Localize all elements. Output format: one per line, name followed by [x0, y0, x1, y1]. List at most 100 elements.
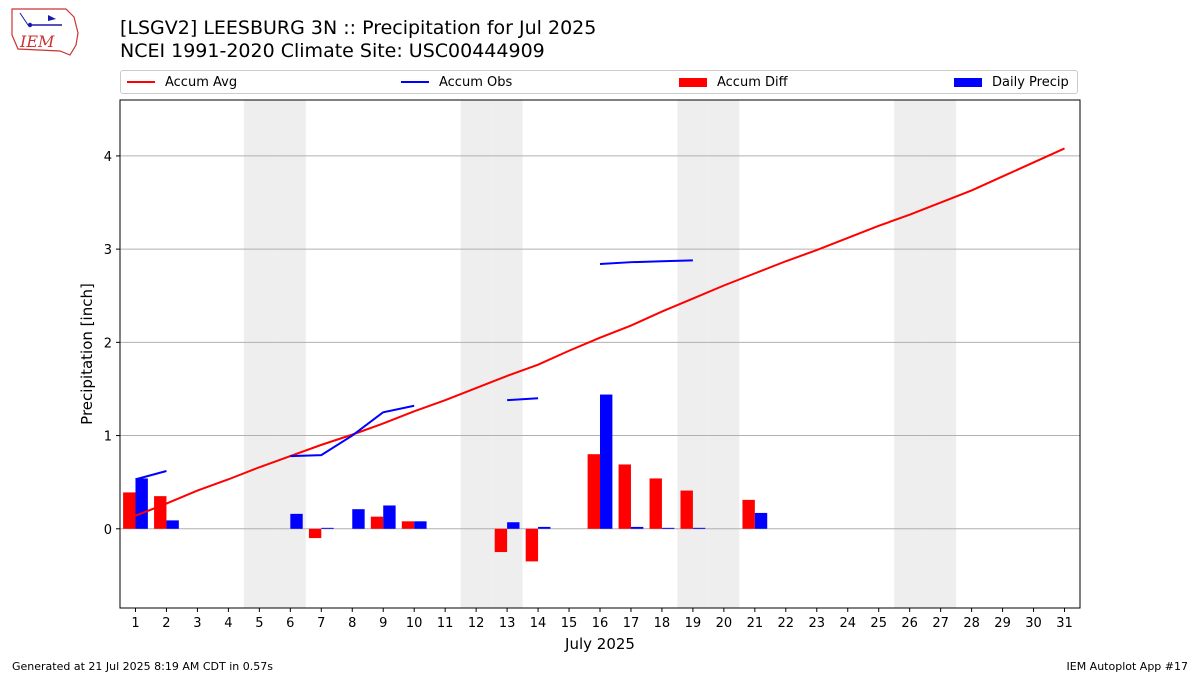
legend-swatch-daily-precip	[954, 77, 982, 87]
daily-precip-bar	[383, 505, 396, 529]
x-tick-label: 19	[685, 616, 702, 631]
daily-precip-bar	[692, 527, 706, 529]
weekend-shading	[243, 100, 957, 608]
accum-diff-bar	[742, 499, 755, 529]
y-tick-label: 0	[104, 523, 112, 538]
x-tick-label: 14	[530, 616, 547, 631]
legend-item-accum-avg: Accum Avg	[127, 71, 237, 93]
accum-obs-line	[599, 259, 693, 266]
x-tick-label: 16	[592, 616, 609, 631]
daily-precip-bar	[754, 512, 768, 529]
daily-precip-bar	[414, 521, 427, 529]
iowa-outline-icon	[11, 8, 79, 56]
y-tick-label: 2	[104, 336, 112, 351]
daily-precip-bar	[538, 526, 551, 529]
x-tick-label: 28	[963, 616, 980, 631]
accum-diff-bar	[680, 490, 693, 529]
legend-label-daily-precip: Daily Precip	[992, 74, 1069, 90]
accum-diff-bar	[370, 516, 384, 529]
accum-diff-bar	[308, 528, 322, 539]
weekend-band	[274, 100, 306, 608]
daily-precip-bar	[321, 527, 334, 529]
legend: Accum Avg Accum Obs Accum Diff Daily Pre…	[120, 70, 1078, 94]
daily-precip-bar	[135, 478, 148, 529]
x-tick-label: 25	[870, 616, 887, 631]
accum-diff-bar	[401, 521, 415, 529]
x-tick-label: 29	[994, 616, 1011, 631]
x-tick-label: 5	[255, 616, 263, 631]
footer-generated: Generated at 21 Jul 2025 8:19 AM CDT in …	[12, 660, 273, 673]
lines	[135, 147, 1065, 517]
weekend-band	[894, 100, 926, 608]
x-tick-label: 3	[193, 616, 201, 631]
daily-precip-bar	[290, 513, 303, 529]
x-tick-label: 2	[162, 616, 170, 631]
legend-swatch-accum-avg	[127, 81, 155, 83]
x-tick-label: 18	[654, 616, 671, 631]
legend-swatch-accum-obs	[401, 81, 429, 83]
x-tick-label: 11	[437, 616, 454, 631]
x-tick-label: 17	[623, 616, 640, 631]
weekend-band	[677, 100, 709, 608]
x-tick-label: 4	[224, 616, 232, 631]
accum-obs-line	[507, 397, 539, 402]
weekend-band	[708, 100, 740, 608]
bars	[123, 394, 768, 562]
footer-app: IEM Autoplot App #17	[1066, 660, 1189, 673]
legend-label-accum-obs: Accum Obs	[439, 74, 513, 90]
x-tick-label: 8	[348, 616, 356, 631]
x-tick-label: 26	[901, 616, 918, 631]
chart-subtitle: NCEI 1991-2020 Climate Site: USC00444909	[120, 40, 545, 62]
x-tick-label: 31	[1056, 616, 1073, 631]
x-tick-label: 30	[1025, 616, 1042, 631]
legend-item-accum-diff: Accum Diff	[679, 71, 788, 93]
daily-precip-bar	[600, 394, 613, 529]
x-tick-label: 7	[317, 616, 325, 631]
y-tick-label: 1	[104, 430, 112, 445]
x-tick-label: 13	[499, 616, 516, 631]
accum-obs-line	[290, 404, 415, 458]
chart-title: [LSGV2] LEESBURG 3N :: Precipitation for…	[120, 17, 597, 39]
weekend-band	[243, 100, 275, 608]
accum-diff-bar	[649, 478, 662, 529]
x-tick-label: 21	[747, 616, 764, 631]
y-tick-label: 3	[104, 243, 112, 258]
daily-precip-bar	[661, 527, 675, 529]
accum-diff-bar	[154, 496, 167, 529]
y-tick-label: 4	[104, 150, 112, 165]
logo-text: IEM	[19, 32, 55, 51]
daily-precip-bar	[352, 509, 365, 529]
x-tick-label: 24	[839, 616, 856, 631]
x-tick-label: 15	[561, 616, 578, 631]
accum-diff-bar	[618, 464, 631, 529]
weekend-band	[925, 100, 957, 608]
legend-label-accum-diff: Accum Diff	[717, 74, 788, 90]
y-axis-ticks: 0 1 2 3 4	[104, 150, 120, 538]
x-tick-label: 9	[379, 616, 387, 631]
x-tick-label: 6	[286, 616, 294, 631]
accum-diff-bar	[587, 454, 600, 529]
x-tick-label: 10	[406, 616, 423, 631]
daily-precip-bar	[630, 526, 644, 529]
x-tick-label: 12	[468, 616, 485, 631]
daily-precip-bar	[166, 520, 179, 529]
x-tick-label: 27	[932, 616, 949, 631]
iem-logo: IEM	[11, 8, 79, 56]
daily-precip-bar	[507, 522, 520, 529]
legend-swatch-accum-diff	[679, 77, 707, 87]
accum-diff-bar	[494, 528, 508, 553]
x-axis-ticks: 1 2 3 4 5 6 7 8 9 10 11 12 13 14 15 16 17 18 19 20 21 22 23 24 2…	[131, 608, 1073, 631]
legend-label-accum-avg: Accum Avg	[165, 74, 238, 90]
weekend-band	[460, 100, 492, 608]
x-tick-label: 23	[809, 616, 826, 631]
accum-diff-bar	[123, 492, 136, 529]
legend-item-daily-precip: Daily Precip	[954, 71, 1069, 93]
accum-obs-line	[135, 470, 167, 481]
x-tick-label: 22	[778, 616, 795, 631]
x-axis-label: July 2025	[564, 635, 635, 653]
legend-item-accum-obs: Accum Obs	[401, 71, 512, 93]
x-tick-label: 1	[131, 616, 139, 631]
x-tick-label: 20	[716, 616, 733, 631]
y-axis-label: Precipitation [inch]	[78, 283, 96, 425]
